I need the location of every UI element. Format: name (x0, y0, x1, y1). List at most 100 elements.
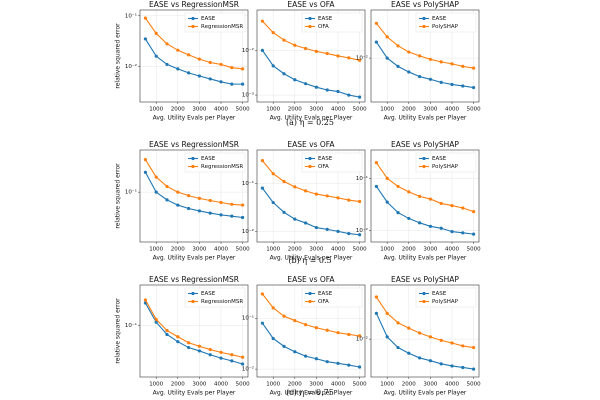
x-tick-label: 4000 (214, 107, 228, 113)
point (374, 40, 378, 44)
point (385, 35, 389, 39)
point (374, 161, 378, 165)
point (396, 64, 400, 68)
point (418, 54, 422, 58)
point (461, 365, 465, 370)
legend-label: EASE (432, 156, 447, 162)
point (314, 192, 318, 196)
point (154, 317, 158, 322)
point (282, 344, 286, 348)
caption: (c) η = 0.75 (286, 388, 334, 397)
series-line (375, 186, 474, 235)
point (461, 64, 465, 68)
point (374, 184, 378, 189)
y-tick-label: 10⁻² (242, 366, 254, 373)
point (358, 95, 362, 99)
point (208, 198, 212, 203)
point (197, 349, 201, 353)
point (407, 50, 411, 54)
legend-marker (191, 299, 195, 304)
point (325, 88, 329, 92)
x-tick-label: 5000 (353, 247, 367, 253)
x-tick-label: 3000 (192, 247, 206, 253)
legend-marker (191, 291, 195, 296)
point (347, 231, 351, 236)
point (347, 363, 351, 367)
caption: (b) η = 0.5 (288, 256, 331, 265)
point (472, 66, 476, 70)
legend-marker (308, 24, 312, 29)
point (347, 93, 351, 97)
point (197, 57, 201, 61)
point (385, 176, 389, 180)
point (176, 203, 180, 207)
y-axis-label: relative squared error (115, 163, 122, 229)
point (219, 80, 223, 84)
point (358, 334, 362, 338)
point (241, 203, 245, 207)
point (439, 338, 443, 342)
point (450, 341, 454, 345)
point (428, 197, 432, 201)
point (450, 364, 454, 368)
legend-label: PolySHAP (432, 24, 459, 30)
y-tick-label: 10⁻¹ (242, 315, 254, 322)
point (282, 72, 286, 76)
legend-label: OFA (318, 24, 329, 30)
point (472, 232, 476, 236)
x-tick-label: 3000 (423, 107, 437, 113)
point (154, 320, 158, 324)
y-tick-label: 10⁻² (125, 63, 137, 70)
legend-marker (422, 16, 426, 21)
legend-label: EASE (432, 16, 447, 22)
point (271, 306, 275, 310)
plot-frame (256, 149, 366, 243)
point (282, 314, 286, 318)
point (325, 227, 329, 231)
plot-frame (370, 284, 480, 378)
y-tick-label: 10⁻¹ (125, 12, 137, 19)
point (450, 230, 454, 234)
series-line (144, 17, 243, 70)
series-line (144, 38, 243, 85)
point (165, 184, 169, 189)
x-axis-label: Avg. Utility Evals per Player (384, 115, 467, 122)
x-tick-label: 5000 (353, 107, 367, 113)
point (347, 332, 351, 337)
point (293, 185, 297, 189)
point (271, 64, 275, 68)
point (208, 347, 212, 352)
legend-box (415, 12, 477, 33)
point (347, 56, 351, 60)
point (230, 66, 234, 70)
point (304, 354, 308, 358)
point (241, 362, 245, 366)
point (176, 48, 180, 52)
legend-label: RegressionMSR (201, 299, 243, 305)
point (241, 215, 245, 220)
y-axis-label: relative squared error (115, 298, 122, 364)
x-tick-label: 2000 (402, 247, 416, 253)
point (187, 71, 191, 75)
point (325, 328, 329, 332)
point (197, 344, 201, 348)
point (336, 196, 340, 200)
point (439, 201, 443, 206)
point (143, 157, 147, 162)
series-line (262, 20, 360, 61)
legend-label: OFA (318, 299, 329, 305)
point (219, 200, 223, 205)
point (472, 367, 476, 371)
point (219, 350, 223, 354)
x-tick-label: 4000 (214, 382, 228, 388)
point (260, 159, 264, 163)
x-tick-label: 2000 (288, 247, 302, 253)
legend-marker (308, 16, 312, 21)
y-tick-label: 10⁻² (356, 227, 368, 234)
y-tick-label: 10⁻¹ (356, 175, 368, 182)
series-line (144, 302, 243, 365)
point (428, 57, 432, 61)
point (260, 321, 264, 325)
x-tick-label: 2000 (171, 107, 185, 113)
point (439, 80, 443, 84)
